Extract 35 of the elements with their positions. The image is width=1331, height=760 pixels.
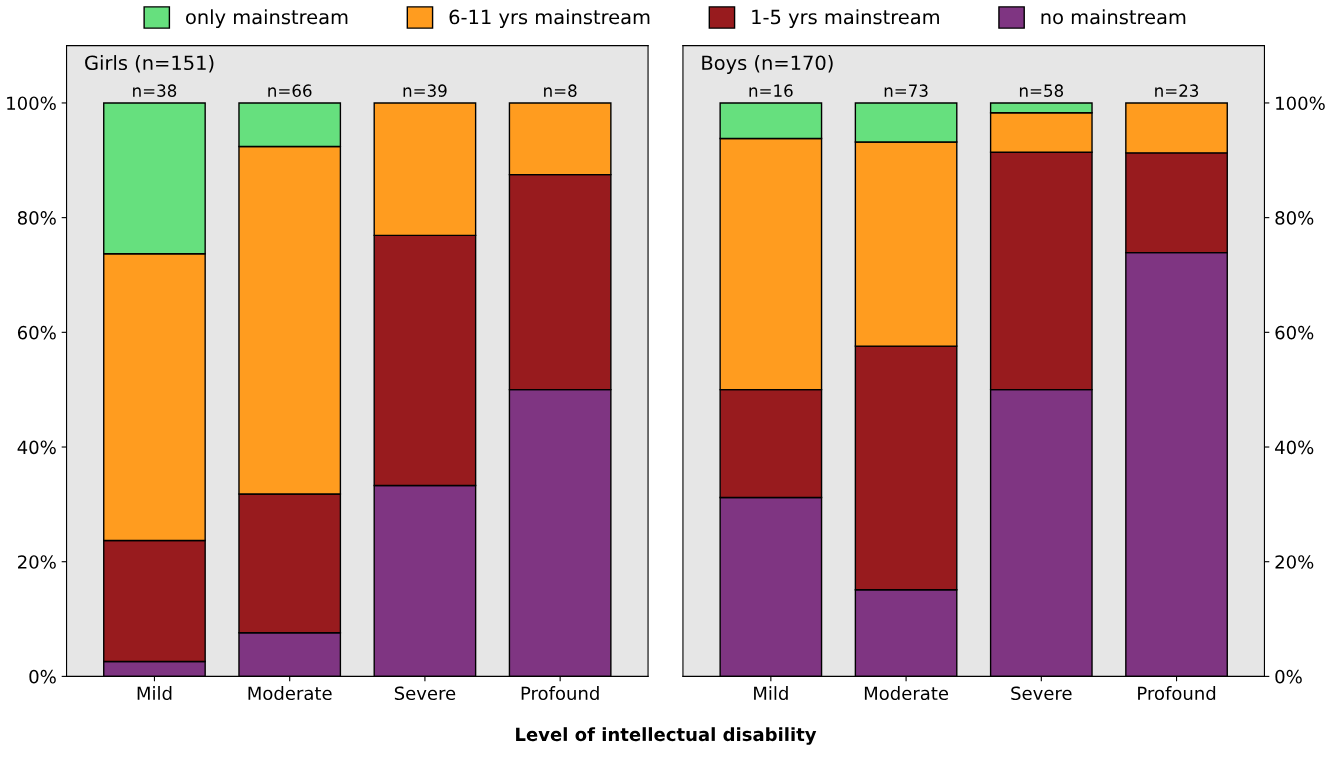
- y2-tick-label: 80%: [1275, 211, 1314, 225]
- annotation: n=23: [1155, 84, 1199, 97]
- x-tick-label: Mild: [754, 686, 788, 701]
- x-tick-label: Severe: [1011, 686, 1072, 701]
- y-tick-label: 80%: [17, 211, 56, 225]
- y2-tick-label: 100%: [1276, 96, 1325, 111]
- annotation: n=16: [749, 84, 793, 97]
- y-tick-label: 40%: [17, 440, 56, 455]
- x-tick-label: Profound: [521, 686, 599, 701]
- y2-tick-label: 0%: [1275, 669, 1302, 684]
- y-tick-label: 100%: [7, 96, 56, 111]
- annotation: n=39: [403, 84, 447, 97]
- legend-label: no mainstream: [1041, 9, 1186, 25]
- chart-title: Boys (n=170): [702, 55, 833, 74]
- x-tick-label: Severe: [394, 686, 456, 701]
- annotation: n=66: [268, 84, 312, 97]
- annotation: n=38: [133, 84, 177, 97]
- x-axis-title: Level of intellectual disability: [516, 727, 817, 745]
- legend-label: 1-5 yrs mainstream: [752, 9, 939, 29]
- annotation: n=8: [544, 84, 577, 97]
- x-tick-label: Profound: [1138, 686, 1216, 701]
- annotation: n=58: [1019, 84, 1064, 97]
- x-tick-label: Moderate: [248, 686, 332, 701]
- legend-label: 6-11 yrs mainstream: [449, 9, 650, 29]
- annotation: n=73: [884, 84, 928, 97]
- x-tick-label: Mild: [137, 686, 172, 701]
- y-tick-label: 20%: [18, 555, 56, 569]
- y-tick-label: 60%: [17, 325, 56, 340]
- y2-tick-label: 40%: [1275, 440, 1314, 455]
- y-tick-label: 0%: [29, 669, 56, 684]
- legend-label: only mainstream: [186, 9, 348, 29]
- y2-tick-label: 20%: [1275, 555, 1314, 569]
- x-tick-label: Moderate: [864, 686, 949, 701]
- chart-title: Girls (n=151): [85, 55, 214, 73]
- y2-tick-label: 60%: [1275, 325, 1314, 340]
